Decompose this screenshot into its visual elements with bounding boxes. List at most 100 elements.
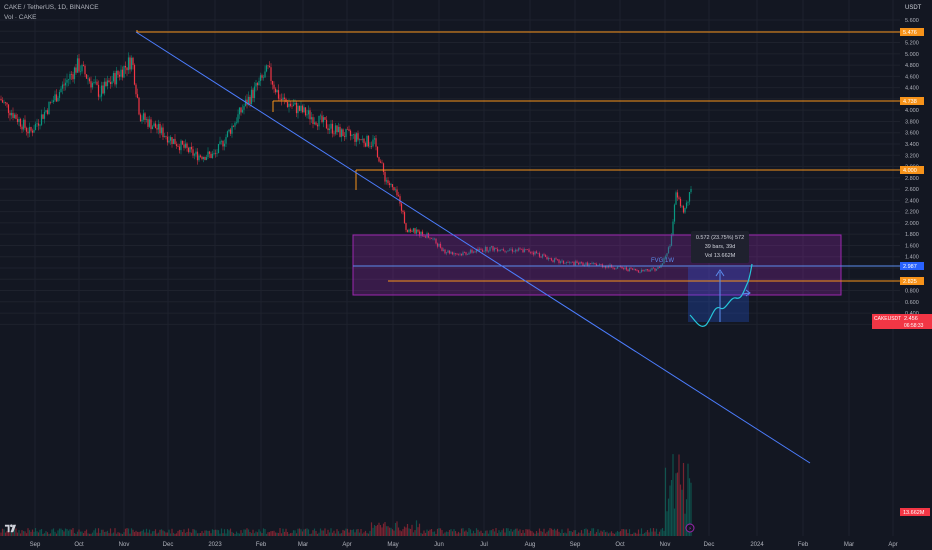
volume-bar: [73, 532, 76, 536]
candle-body: [157, 123, 160, 130]
trend-line[interactable]: [135, 31, 811, 464]
volume-bar: [588, 532, 590, 536]
candle-body: [340, 129, 343, 137]
symbol-title[interactable]: CAKE / TetherUS, 1D, BINANCE: [4, 4, 99, 11]
volume-bar: [652, 528, 655, 536]
volume-bar: [121, 533, 124, 536]
svg-text:4.738: 4.738: [903, 99, 917, 105]
volume-bar: [592, 528, 595, 536]
volume-bar: [642, 533, 644, 536]
candle-body: [169, 137, 172, 141]
candle-body: [204, 156, 206, 160]
candle-body: [265, 65, 268, 72]
volume-bar: [400, 531, 403, 536]
candle-body: [285, 98, 287, 102]
candle-body: [321, 115, 323, 123]
volume-bar: [457, 531, 460, 536]
candle-body: [406, 229, 409, 233]
candle-body: [589, 263, 592, 265]
volume-bar: [616, 530, 619, 536]
volume-bar: [388, 527, 391, 536]
candle-body: [162, 127, 164, 138]
volume-bar: [292, 530, 295, 536]
volume-bar: [573, 530, 575, 536]
volume-bar: [525, 529, 527, 536]
volume-title[interactable]: Vol · CAKE: [4, 13, 37, 21]
volume-bar: [636, 533, 638, 536]
volume-bar: [33, 531, 35, 536]
candle-body: [468, 252, 470, 255]
candle-body: [391, 184, 394, 188]
price-tick-label: 2.800: [905, 176, 919, 182]
volume-bar: [301, 531, 304, 536]
volume-bar: [63, 531, 65, 536]
volume-bar: [234, 533, 236, 536]
volume-bar: [144, 532, 146, 536]
candle-body: [429, 237, 431, 239]
volume-bar: [316, 533, 319, 536]
candle-body: [379, 161, 382, 163]
volume-bar: [208, 530, 211, 536]
candle-body: [304, 107, 307, 116]
candle-body: [411, 231, 413, 233]
candle-body: [90, 81, 92, 88]
event-marker-icon[interactable]: [685, 523, 695, 533]
volume-bar: [507, 528, 509, 536]
volume-bar: [270, 531, 272, 536]
volume-bar: [502, 528, 505, 536]
candle-body: [258, 80, 260, 86]
candle-body: [520, 249, 523, 250]
fvg-zone-box[interactable]: [352, 234, 842, 296]
volume-bar: [361, 533, 364, 536]
volume-bar: [222, 533, 224, 536]
volume-bar: [295, 533, 298, 536]
volume-bar: [264, 529, 266, 536]
candle-body: [438, 243, 440, 247]
volume-bar: [324, 528, 326, 536]
price-label-fvg-level: 2.825: [900, 277, 924, 285]
candle-body: [432, 238, 434, 240]
candle-body: [526, 249, 529, 250]
volume-bar: [204, 530, 206, 536]
candle-body: [325, 119, 328, 129]
candle-body: [259, 75, 262, 81]
candle-body: [220, 140, 223, 142]
volume-bar: [676, 472, 679, 536]
volume-bar: [582, 533, 584, 536]
volume-bar: [382, 523, 385, 536]
volume-bar: [681, 489, 683, 536]
candle-body: [166, 136, 169, 143]
candle-body: [70, 73, 73, 75]
candle-body: [352, 134, 355, 136]
volume-bar: [472, 530, 475, 536]
volume-bar: [138, 532, 140, 536]
candle-body: [457, 253, 460, 255]
volume-bar: [111, 533, 113, 536]
price-tick-label: 2.000: [905, 221, 919, 227]
volume-bar: [319, 528, 322, 536]
candle-body: [76, 58, 79, 73]
volume-bar: [88, 533, 91, 536]
candle-body: [244, 99, 247, 107]
volume-bar: [504, 532, 506, 536]
candle-body: [375, 138, 377, 147]
candle-body: [456, 253, 458, 255]
volume-bar: [139, 531, 142, 536]
price-tick-label: 1.600: [905, 243, 919, 249]
candle-body: [477, 248, 479, 251]
projection-path[interactable]: [689, 263, 753, 327]
measure-box[interactable]: [688, 267, 749, 322]
candle-body: [498, 250, 500, 252]
volume-bar: [114, 528, 116, 536]
volume-bar: [340, 533, 343, 536]
candle-body: [105, 81, 107, 87]
candle-body: [216, 153, 218, 154]
volume-bar: [25, 533, 28, 536]
time-label: Mar: [844, 542, 854, 548]
candle-body: [253, 86, 256, 99]
candle-body: [18, 118, 20, 123]
candle-body: [58, 92, 61, 98]
volume-bar: [409, 528, 412, 536]
volume-bar: [112, 532, 115, 536]
